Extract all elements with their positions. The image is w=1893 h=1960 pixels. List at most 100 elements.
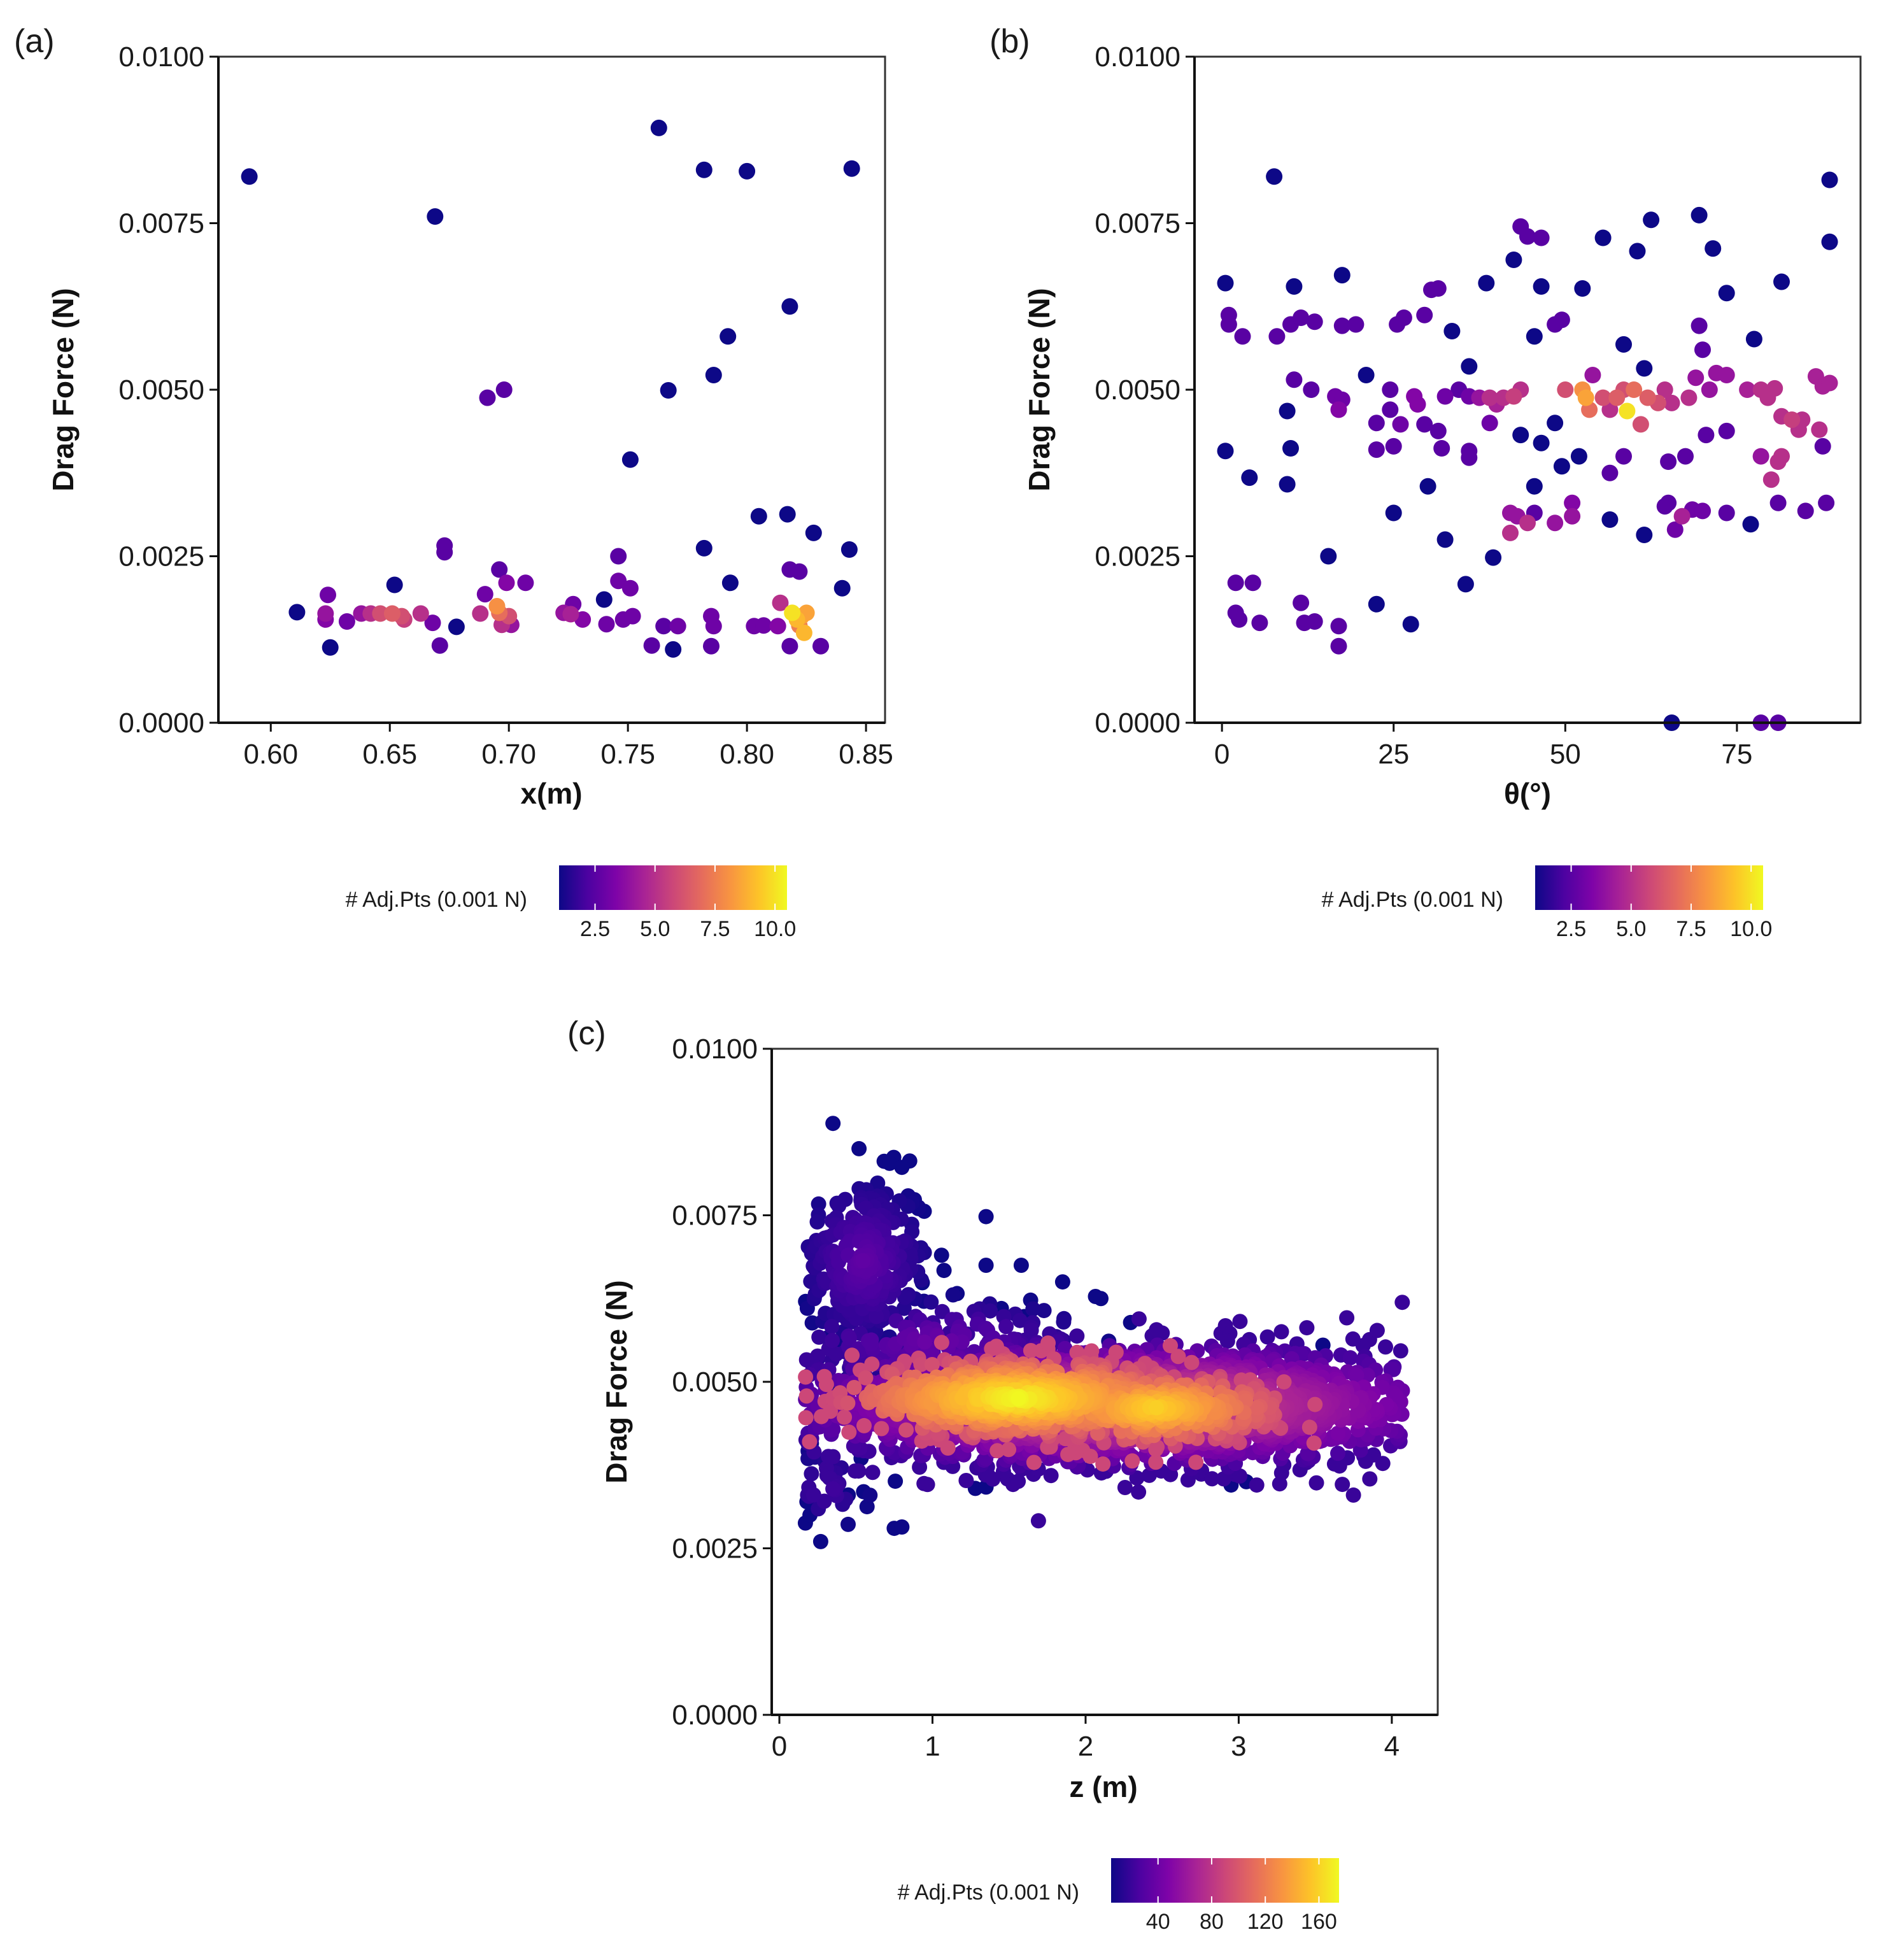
- data-point: [1570, 448, 1587, 465]
- data-point: [498, 574, 515, 592]
- legend-title: # Adj.Pts (0.001 N): [1322, 888, 1503, 912]
- data-point: [811, 1329, 827, 1345]
- data-point: [811, 1196, 826, 1212]
- y-tick-label: 0.0100: [1095, 41, 1180, 73]
- data-point: [650, 119, 667, 136]
- data-point: [912, 1459, 928, 1475]
- data-point: [1656, 381, 1673, 398]
- legend-tick-label: 10.0: [1730, 917, 1772, 941]
- data-point: [1141, 1467, 1157, 1483]
- y-tick-label: 0.0050: [118, 374, 204, 406]
- data-point: [1745, 330, 1762, 348]
- data-point: [825, 1449, 841, 1465]
- data-point: [805, 1487, 821, 1503]
- data-point: [1742, 516, 1759, 533]
- data-point: [1752, 448, 1769, 465]
- color-legend: # Adj.Pts (0.001 N) 40 80 120 160: [898, 1858, 1339, 1934]
- data-point: [1461, 358, 1478, 375]
- x-tick-label: 0: [1214, 739, 1230, 770]
- data-point: [958, 1473, 974, 1488]
- data-point: [1084, 1343, 1100, 1359]
- data-point: [989, 1443, 1005, 1459]
- data-point: [1629, 243, 1646, 260]
- data-point: [1663, 394, 1680, 411]
- data-point: [739, 162, 756, 180]
- data-point: [842, 1330, 857, 1346]
- data-point: [779, 506, 796, 523]
- data-point: [840, 541, 858, 558]
- data-point: [1481, 389, 1498, 406]
- data-point: [695, 161, 713, 178]
- data-point: [1163, 1338, 1178, 1354]
- data-point: [945, 1287, 961, 1303]
- data-point: [1615, 336, 1632, 353]
- x-tick-label: 0.70: [481, 739, 536, 770]
- data-point: [840, 1516, 856, 1532]
- data-point: [1636, 527, 1653, 543]
- data-point: [1306, 1435, 1322, 1451]
- legend-title: # Adj.Pts (0.001 N): [346, 888, 527, 912]
- data-point: [1594, 389, 1612, 406]
- data-point: [1673, 508, 1691, 525]
- data-point: [1358, 367, 1375, 383]
- x-tick-label: 0.65: [362, 739, 417, 770]
- data-point: [798, 1369, 814, 1385]
- data-point: [1025, 1301, 1041, 1317]
- data-point: [1010, 1474, 1026, 1489]
- data-point: [825, 1116, 841, 1132]
- data-point: [1762, 471, 1780, 488]
- data-point: [1279, 402, 1296, 420]
- y-tick-label: 0.0075: [118, 208, 204, 239]
- data-point: [812, 637, 829, 655]
- x-tick-label: 0.60: [243, 739, 298, 770]
- data-point: [1718, 285, 1735, 302]
- points-group: [1217, 168, 1838, 731]
- data-point: [802, 1434, 818, 1450]
- x-axis-title: x(m): [520, 777, 582, 810]
- data-point: [1090, 1425, 1105, 1441]
- data-point: [894, 1519, 910, 1535]
- data-point: [844, 1347, 860, 1363]
- data-point: [798, 1388, 814, 1404]
- data-point: [1821, 233, 1838, 250]
- data-point: [1216, 1471, 1231, 1487]
- data-point: [1001, 1442, 1017, 1458]
- data-point: [1345, 1487, 1361, 1503]
- data-point: [1335, 1477, 1351, 1493]
- data-point: [1301, 1419, 1317, 1435]
- data-point: [1821, 374, 1838, 392]
- data-point: [804, 1466, 819, 1482]
- y-tick-label: 0.0000: [1095, 707, 1180, 739]
- data-point: [1402, 616, 1419, 633]
- data-point: [798, 1410, 814, 1426]
- panel-label: (b): [989, 23, 1030, 60]
- panel-label: (c): [567, 1015, 606, 1052]
- x-tick-label: 0.80: [720, 739, 774, 770]
- data-point: [1217, 274, 1234, 292]
- data-point: [1814, 437, 1831, 455]
- data-point: [1148, 1454, 1164, 1470]
- data-point: [1320, 548, 1337, 565]
- data-point: [1687, 369, 1705, 387]
- data-point: [1718, 422, 1735, 439]
- data-point: [924, 1357, 940, 1372]
- data-point: [1131, 1311, 1147, 1327]
- data-point: [1485, 549, 1502, 566]
- data-point: [338, 613, 355, 630]
- data-point: [843, 160, 860, 177]
- data-point: [1330, 401, 1347, 418]
- data-point: [1359, 1367, 1375, 1383]
- data-point: [1093, 1291, 1109, 1307]
- data-point: [1718, 504, 1735, 522]
- data-point: [1149, 1400, 1165, 1416]
- x-tick-label: 50: [1550, 739, 1581, 770]
- data-point: [1330, 618, 1347, 635]
- data-point: [1273, 1324, 1289, 1340]
- data-point: [809, 1214, 825, 1230]
- data-point: [386, 576, 403, 593]
- data-point: [1533, 434, 1550, 451]
- data-point: [791, 563, 808, 580]
- data-point: [923, 1294, 939, 1310]
- data-point: [669, 618, 686, 635]
- data-point: [1584, 367, 1601, 383]
